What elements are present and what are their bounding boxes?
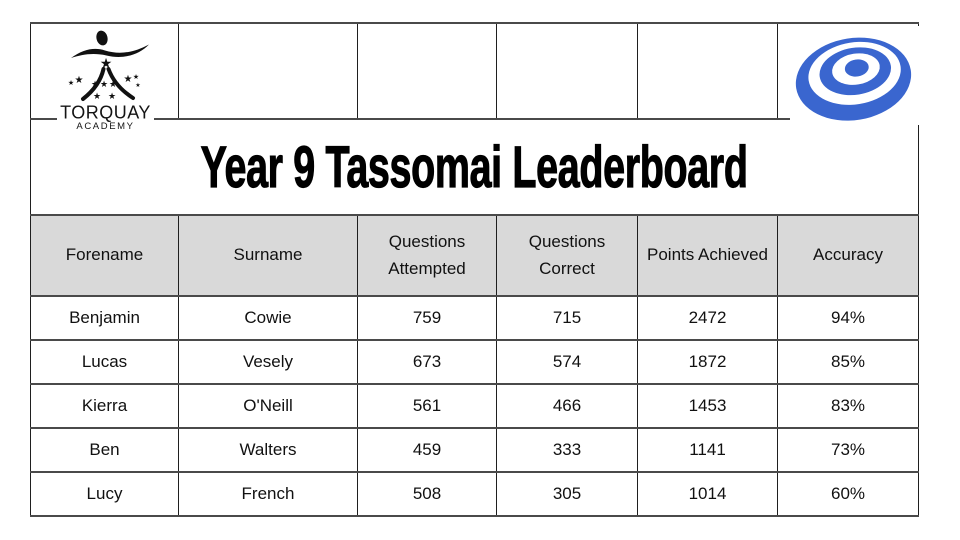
logo-wordmark-academy: ACADEMY bbox=[76, 121, 135, 132]
logo-swoosh-shape bbox=[71, 44, 149, 58]
bullseye-icon bbox=[795, 37, 912, 121]
title-row: Year 9 Tassomai Leaderboard bbox=[30, 118, 919, 216]
cell-forename: Ben bbox=[30, 427, 179, 473]
svg-text:★: ★ bbox=[75, 75, 84, 86]
header-points-achieved: Points Achieved bbox=[637, 214, 778, 297]
cell-accuracy: 60% bbox=[777, 471, 919, 517]
cell-forename: Kierra bbox=[30, 383, 179, 429]
top-strip-row bbox=[30, 22, 919, 120]
cell-surname: Cowie bbox=[178, 295, 358, 341]
torquay-academy-figure-icon: ★ ★ ★ ★ ★ ★ ★ ★ ★ ★ ★ bbox=[68, 30, 149, 102]
logo-left-leg-shape bbox=[81, 67, 106, 101]
cell-forename: Benjamin bbox=[30, 295, 179, 341]
cell-forename: Lucy bbox=[30, 471, 179, 517]
cell-questions-correct: 715 bbox=[496, 295, 638, 341]
svg-text:★: ★ bbox=[100, 56, 113, 72]
table-row: Ben Walters 459 333 1141 73% bbox=[30, 427, 919, 473]
title-cell: Year 9 Tassomai Leaderboard bbox=[30, 118, 919, 216]
cell-accuracy: 73% bbox=[777, 427, 919, 473]
svg-text:★: ★ bbox=[124, 74, 133, 85]
cell-questions-correct: 466 bbox=[496, 383, 638, 429]
svg-text:★: ★ bbox=[91, 80, 99, 90]
logo-stars: ★ ★ ★ ★ ★ ★ ★ ★ ★ ★ ★ bbox=[68, 56, 141, 102]
svg-text:★: ★ bbox=[109, 80, 117, 90]
cell-forename: Lucas bbox=[30, 339, 179, 385]
table-row: Benjamin Cowie 759 715 2472 94% bbox=[30, 295, 919, 341]
svg-text:★: ★ bbox=[108, 92, 116, 102]
cell-accuracy: 94% bbox=[777, 295, 919, 341]
cell-surname: French bbox=[178, 471, 358, 517]
page-title: Year 9 Tassomai Leaderboard bbox=[201, 134, 749, 200]
cell-accuracy: 83% bbox=[777, 383, 919, 429]
svg-text:★: ★ bbox=[133, 73, 139, 81]
cell-points-achieved: 1872 bbox=[637, 339, 778, 385]
top-strip-cell bbox=[178, 22, 358, 120]
leaderboard-table: Year 9 Tassomai Leaderboard Forename Sur… bbox=[30, 22, 919, 517]
cell-points-achieved: 1141 bbox=[637, 427, 778, 473]
logo-wordmark-torquay: TORQUAY bbox=[60, 101, 151, 123]
header-accuracy: Accuracy bbox=[777, 214, 919, 297]
cell-questions-correct: 333 bbox=[496, 427, 638, 473]
cell-points-achieved: 1453 bbox=[637, 383, 778, 429]
tassomai-bullseye-logo bbox=[790, 26, 919, 125]
torquay-academy-logo: ★ ★ ★ ★ ★ ★ ★ ★ ★ ★ ★ TORQUAY ACADEMY bbox=[57, 24, 154, 140]
table-row: Lucas Vesely 673 574 1872 85% bbox=[30, 339, 919, 385]
cell-accuracy: 85% bbox=[777, 339, 919, 385]
bullseye-center-dot bbox=[844, 59, 869, 77]
svg-text:★: ★ bbox=[93, 92, 101, 102]
cell-points-achieved: 1014 bbox=[637, 471, 778, 517]
top-strip-cell bbox=[496, 22, 638, 120]
cell-questions-correct: 574 bbox=[496, 339, 638, 385]
cell-questions-attempted: 459 bbox=[357, 427, 497, 473]
logo-head-shape bbox=[96, 30, 108, 46]
table-header-row: Forename Surname Questions Attempted Que… bbox=[30, 214, 919, 297]
top-strip-cell bbox=[357, 22, 497, 120]
table-row: Kierra O'Neill 561 466 1453 83% bbox=[30, 383, 919, 429]
cell-questions-attempted: 759 bbox=[357, 295, 497, 341]
svg-text:★: ★ bbox=[135, 82, 140, 89]
logo-right-leg-shape bbox=[106, 67, 135, 100]
header-questions-correct: Questions Correct bbox=[496, 214, 638, 297]
cell-surname: Walters bbox=[178, 427, 358, 473]
cell-questions-attempted: 673 bbox=[357, 339, 497, 385]
svg-text:★: ★ bbox=[68, 79, 74, 87]
cell-points-achieved: 2472 bbox=[637, 295, 778, 341]
cell-questions-attempted: 561 bbox=[357, 383, 497, 429]
svg-text:★: ★ bbox=[100, 80, 108, 90]
top-strip-cell bbox=[637, 22, 778, 120]
header-forename: Forename bbox=[30, 214, 179, 297]
header-surname: Surname bbox=[178, 214, 358, 297]
cell-surname: Vesely bbox=[178, 339, 358, 385]
cell-questions-attempted: 508 bbox=[357, 471, 497, 517]
header-questions-attempted: Questions Attempted bbox=[357, 214, 497, 297]
cell-questions-correct: 305 bbox=[496, 471, 638, 517]
table-row: Lucy French 508 305 1014 60% bbox=[30, 471, 919, 517]
cell-surname: O'Neill bbox=[178, 383, 358, 429]
bullseye-rings bbox=[795, 37, 912, 121]
